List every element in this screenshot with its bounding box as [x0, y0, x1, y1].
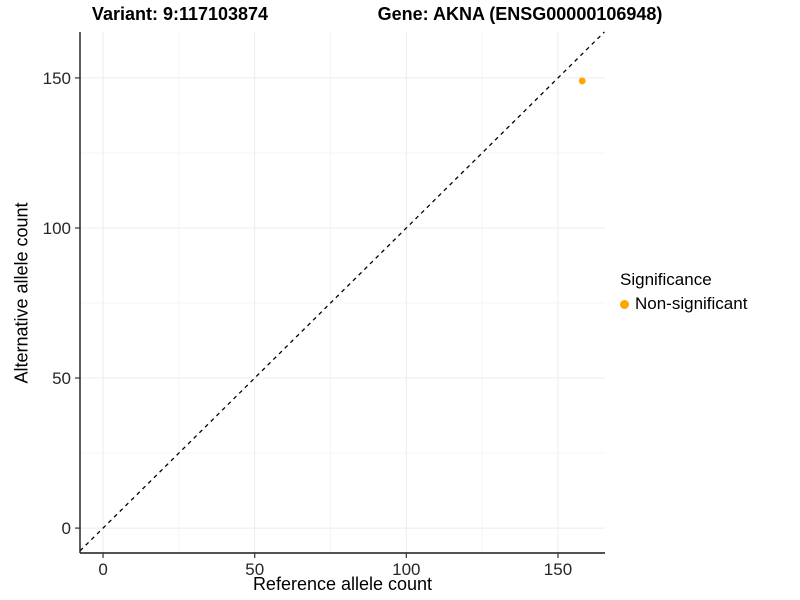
legend-key-dot-icon [620, 299, 629, 309]
legend-items: Non-significant [620, 294, 747, 314]
x-tick-label: 50 [245, 560, 264, 579]
legend: Significance Non-significant [620, 270, 747, 314]
gene-title: Gene: AKNA (ENSG00000106948) [377, 4, 663, 24]
data-point [578, 77, 586, 85]
y-tick-label: 0 [62, 519, 71, 538]
x-tick-label: 150 [544, 560, 572, 579]
legend-title: Significance [620, 270, 712, 289]
y-tick-label: 100 [43, 219, 71, 238]
legend-item: Non-significant [620, 294, 747, 314]
x-tick-label: 0 [98, 560, 107, 579]
y-tick-label: 150 [43, 69, 71, 88]
y-axis-title: Alternative allele count [11, 202, 32, 384]
identity-dashed-line [79, 31, 605, 552]
legend-item-label: Non-significant [635, 294, 748, 313]
panel-background [80, 32, 605, 553]
y-tick-label: 50 [52, 369, 71, 388]
variant-title: Variant: 9:117103874 [91, 4, 269, 24]
x-tick-label: 100 [392, 560, 420, 579]
x-axis-title: Reference allele count [252, 574, 433, 594]
